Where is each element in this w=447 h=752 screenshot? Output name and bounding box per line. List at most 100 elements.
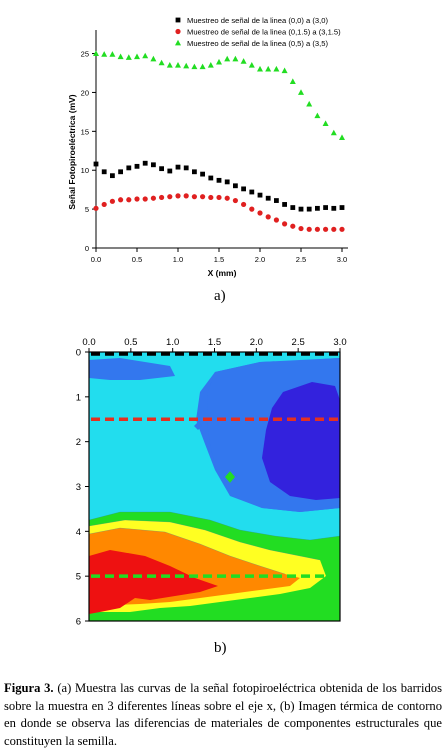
data-point-series-2 xyxy=(150,195,156,201)
chart-b-y-tick-label: 2 xyxy=(76,437,81,448)
legend-marker-series-3 xyxy=(175,39,181,46)
data-point-series-2 xyxy=(159,194,165,201)
data-point-series-2 xyxy=(208,194,214,201)
chart-b-y-tick-label: 6 xyxy=(76,617,81,628)
subfigure-label-a: a) xyxy=(214,288,226,304)
data-point-series-2 xyxy=(265,214,271,220)
legend-marker-series-2 xyxy=(175,28,181,35)
data-point-series-2 xyxy=(142,196,148,202)
data-point-series-3 xyxy=(314,112,321,119)
data-point-series-3 xyxy=(109,51,116,57)
data-point-series-2 xyxy=(216,194,222,201)
data-point-series-3 xyxy=(322,120,329,126)
chart-a-x-tick-label: 1.5 xyxy=(214,255,224,264)
data-point-series-2 xyxy=(273,217,279,223)
data-point-series-2 xyxy=(331,226,337,232)
photopyroelectric-signal-chart: 0.0 0.5 1.0 1.5 2.0 2.5 3.0 0 5 10 15 20 25 Muestreo… xyxy=(67,16,348,278)
chart-a-y-tick-label: 20 xyxy=(81,88,89,97)
chart-a-y-tick-label: 5 xyxy=(85,205,89,214)
chart-b-x-tick-label: 2.5 xyxy=(292,337,305,348)
chart-b-y-tick-label: 0 xyxy=(76,348,81,359)
data-point-series-3 xyxy=(101,51,108,57)
chart-a-x-tick-label: 1.0 xyxy=(173,255,183,264)
data-point-series-1 xyxy=(159,166,164,172)
chart-a-x-tick-label: 2.0 xyxy=(255,255,265,264)
data-point-series-3 xyxy=(134,53,140,60)
chart-a-y-axis-label: Señal Fotopiroeléctrica (mV) xyxy=(67,94,77,209)
chart-a-x-tick-label: 2.5 xyxy=(296,255,306,264)
data-point-series-2 xyxy=(126,197,132,203)
data-point-series-1 xyxy=(265,195,271,201)
data-point-series-1 xyxy=(298,206,304,212)
chart-b-x-tick-label: 1.5 xyxy=(208,337,221,348)
data-point-series-1 xyxy=(126,165,132,171)
contour-region-red xyxy=(89,550,218,614)
data-point-series-2 xyxy=(282,221,288,227)
data-point-series-1 xyxy=(257,192,263,198)
data-point-series-2 xyxy=(175,193,181,199)
data-point-series-3 xyxy=(232,55,239,62)
data-point-series-3 xyxy=(125,54,132,60)
data-point-series-1 xyxy=(290,205,296,210)
thermal-contour-image: 0.0 0.5 1.0 1.5 2.0 2.5 3.0 0 1 2 3 4 5 6 xyxy=(76,337,347,628)
data-point-series-1 xyxy=(323,205,328,210)
data-point-series-1 xyxy=(175,164,181,170)
data-point-series-1 xyxy=(192,169,197,175)
data-point-series-3 xyxy=(93,50,99,56)
chart-a-y-tick-label: 0 xyxy=(85,244,89,253)
data-point-series-2 xyxy=(323,226,329,232)
data-point-series-3 xyxy=(142,52,149,59)
data-point-series-3 xyxy=(306,100,313,107)
data-point-series-3 xyxy=(330,129,337,136)
chart-b-ticks: 0.0 0.5 1.0 1.5 2.0 2.5 3.0 0 1 2 3 4 5 6 xyxy=(76,337,347,628)
chart-b-x-tick-label: 1.0 xyxy=(166,337,179,348)
chart-b-y-tick-label: 4 xyxy=(76,527,81,538)
data-point-series-2 xyxy=(118,197,124,203)
chart-a-y-tick-label: 25 xyxy=(81,50,89,59)
data-point-series-3 xyxy=(339,134,345,140)
chart-a-ticks: 0.0 0.5 1.0 1.5 2.0 2.5 3.0 0 5 10 15 20 25 xyxy=(81,50,348,264)
data-point-series-2 xyxy=(167,194,173,200)
data-point-series-3 xyxy=(216,58,222,65)
data-point-series-2 xyxy=(134,196,140,202)
subfigure-label-b: b) xyxy=(214,640,227,656)
data-point-series-2 xyxy=(93,205,99,211)
data-point-series-3 xyxy=(281,67,288,74)
data-point-series-1 xyxy=(241,186,246,192)
data-point-series-3 xyxy=(191,63,198,70)
chart-b-x-tick-label: 0.5 xyxy=(124,337,137,348)
data-point-series-3 xyxy=(150,55,157,62)
data-point-series-2 xyxy=(200,194,206,200)
data-point-series-3 xyxy=(240,58,247,64)
caption-text: (a) Muestra las curvas de la señal fotop… xyxy=(4,681,442,748)
chart-b-x-tick-label: 3.0 xyxy=(333,337,346,348)
chart-a-x-axis-label: X (mm) xyxy=(208,268,237,278)
data-point-series-1 xyxy=(224,179,230,185)
data-point-series-1 xyxy=(233,183,238,189)
data-point-series-1 xyxy=(249,189,255,195)
data-point-series-3 xyxy=(248,62,255,68)
data-point-series-3 xyxy=(257,65,263,72)
data-point-series-2 xyxy=(241,201,247,208)
data-point-series-2 xyxy=(224,195,230,201)
contour-point-feature-2 xyxy=(194,422,202,430)
data-point-series-1 xyxy=(282,202,287,207)
data-point-series-1 xyxy=(134,163,140,169)
figure-caption: Figura 3. (a) Muestra las curvas de la s… xyxy=(4,680,442,750)
data-point-series-1 xyxy=(200,171,205,177)
data-point-series-2 xyxy=(232,197,238,204)
data-point-series-1 xyxy=(216,177,222,183)
data-point-series-3 xyxy=(166,62,173,68)
chart-a-legend: Muestreo de señal de la linea (0,0) a (3… xyxy=(175,16,341,48)
data-point-series-1 xyxy=(274,198,279,203)
data-point-series-3 xyxy=(158,59,165,66)
data-point-series-1 xyxy=(339,205,345,210)
chart-b-y-tick-label: 3 xyxy=(76,482,81,493)
data-point-series-2 xyxy=(314,226,320,232)
data-point-series-3 xyxy=(183,62,190,69)
data-point-series-2 xyxy=(257,210,263,216)
contour-region-cyan xyxy=(89,352,340,560)
data-point-series-2 xyxy=(339,226,345,232)
data-point-series-3 xyxy=(175,62,181,68)
caption-label: Figura 3. xyxy=(4,681,54,695)
